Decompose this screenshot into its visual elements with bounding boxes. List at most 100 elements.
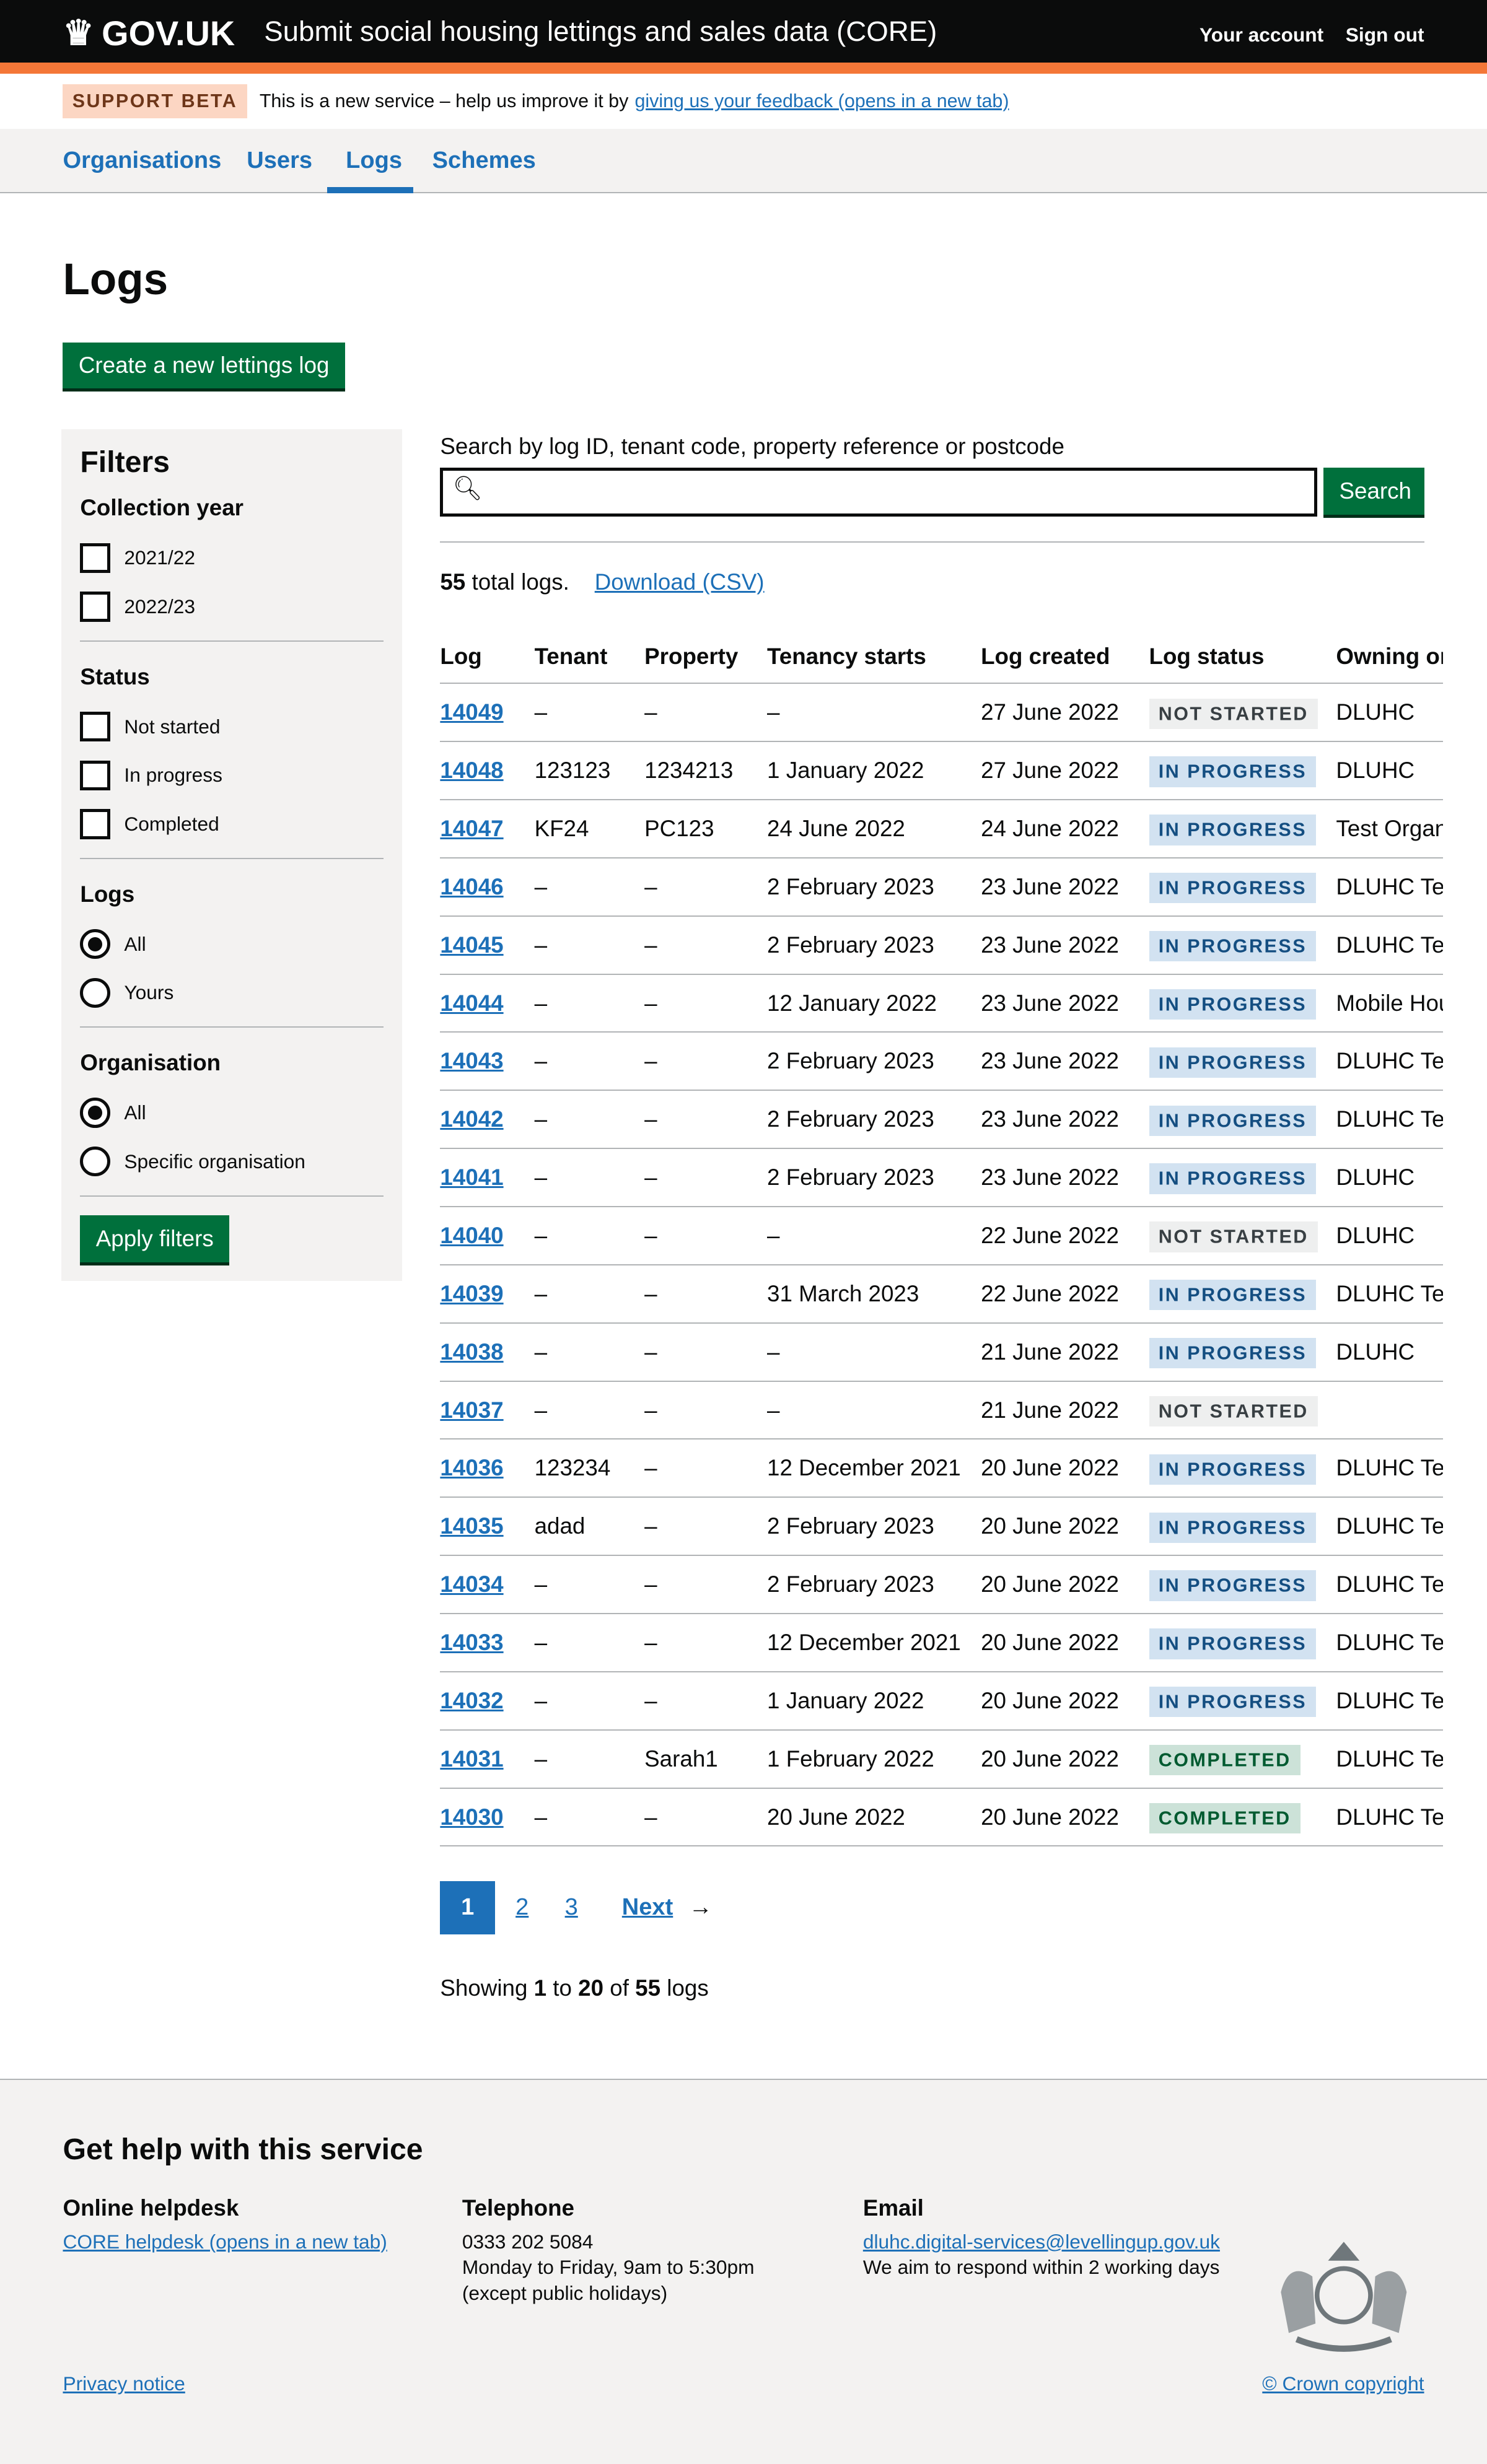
log-id-link[interactable]: 14035 [440,1513,504,1539]
table-cell: – [767,1207,981,1265]
radio[interactable] [80,1098,110,1128]
table-cell: 1234213 [644,741,768,800]
log-id-link[interactable]: 14032 [440,1687,504,1713]
nav-schemes[interactable]: Schemes [432,147,536,174]
log-id-link[interactable]: 14041 [440,1164,504,1190]
log-id-link[interactable]: 14043 [440,1048,504,1074]
table-cell: DLUHC Tes [1336,1032,1443,1091]
table-cell: 20 June 2022 [981,1729,1149,1789]
radio-org-specific[interactable]: Specific organisation [80,1137,384,1186]
phase-banner: SUPPORT BETA This is a new service – hel… [0,74,1487,129]
log-id-link[interactable]: 14038 [440,1339,504,1365]
column-header: Tenancy starts [767,630,981,684]
table-cell: 123234 [534,1439,645,1498]
royal-coat-of-arms-icon [1281,2242,1407,2353]
table-cell: 31 March 2023 [767,1264,981,1324]
privacy-notice-link[interactable]: Privacy notice [63,2372,185,2395]
radio[interactable] [80,1146,110,1177]
table-cell: DLUHC Tes [1336,1671,1443,1731]
nav-logs[interactable]: Logs [346,147,403,174]
table-cell: 2 February 2023 [767,1497,981,1557]
checkbox-2022-23[interactable]: 2022/23 [80,582,384,631]
search-button[interactable]: Search [1323,467,1424,515]
page-3[interactable]: 3 [564,1894,578,1921]
table-cell: 20 June 2022 [981,1555,1149,1615]
table-cell: DLUHC Tes [1336,1439,1443,1498]
table-row: 14031 – Sarah1 1 February 2022 20 June 2022 C… [440,1729,1443,1789]
results-summary: Showing 1 to 20 of 55 logs [440,1975,709,2001]
table-row: 14049– – –27 June 2022 NOT STARTED DLUHC [440,683,1443,743]
status-badge: COMPLETED [1149,1802,1301,1834]
table-row: 14034– –2 February 2023 20 June 2022 IN PRO… [440,1555,1443,1615]
next-page-link[interactable]: Next [621,1894,673,1921]
service-name[interactable]: Submit social housing lettings and sales… [264,15,937,48]
your-account-link[interactable]: Your account [1200,24,1324,46]
radio[interactable] [80,977,110,1008]
log-id-link[interactable]: 14031 [440,1745,504,1772]
table-cell: 27 June 2022 [981,741,1149,800]
checkbox[interactable] [80,592,110,622]
log-id-link[interactable]: 14030 [440,1804,504,1830]
log-id-link[interactable]: 14044 [440,990,504,1016]
table-cell: 1 January 2022 [767,741,981,800]
helpdesk-link[interactable]: CORE helpdesk (opens in a new tab) [63,2230,387,2253]
table-cell: – [534,1788,645,1847]
table-cell: – [534,1264,645,1324]
table-cell: DLUHC [1336,683,1443,743]
feedback-link[interactable]: giving us your feedback (opens in a new … [634,90,1009,112]
crown-copyright-link[interactable]: © Crown copyright [1262,2372,1424,2395]
radio-org-all[interactable]: All [80,1088,384,1137]
log-id-link[interactable]: 14039 [440,1280,504,1306]
nav-organisations[interactable]: Organisations [63,147,222,174]
search-icon: 🔍︎ [452,476,483,502]
log-id-link[interactable]: 14037 [440,1397,504,1423]
log-id-link[interactable]: 14042 [440,1106,504,1132]
radio-logs-yours[interactable]: Yours [80,968,384,1017]
apply-filters-button[interactable]: Apply filters [80,1215,230,1263]
create-lettings-log-button[interactable]: Create a new lettings log [63,343,345,388]
checkbox-in-progress[interactable]: In progress [80,751,384,800]
table-cell: Mobile Hou [1336,974,1443,1033]
status-badge: IN PROGRESS [1149,873,1317,904]
log-id-link[interactable]: 14046 [440,873,504,899]
table-cell: – [644,1439,768,1498]
table-cell: 21 June 2022 [981,1381,1149,1440]
checkbox[interactable] [80,809,110,839]
sign-out-link[interactable]: Sign out [1345,24,1424,46]
nav-users[interactable]: Users [247,147,313,174]
email-link[interactable]: dluhc.digital-services@levellingup.gov.u… [862,2230,1220,2253]
table-cell: DLUHC Tes [1336,915,1443,975]
table-cell: – [644,1614,768,1672]
log-id-link[interactable]: 14036 [440,1455,504,1481]
table-cell: Sarah1 [644,1729,768,1789]
checkbox[interactable] [80,543,110,573]
log-id-link[interactable]: 14033 [440,1629,504,1655]
table-cell: 1 January 2022 [767,1671,981,1731]
column-header: Log status [1149,630,1336,684]
search-input[interactable]: 🔍︎ [440,467,1317,517]
status-badge: IN PROGRESS [1149,1628,1317,1659]
status-badge: IN PROGRESS [1149,989,1317,1020]
log-id-link[interactable]: 14049 [440,699,504,725]
status-badge: IN PROGRESS [1149,756,1317,787]
log-id-link[interactable]: 14045 [440,932,504,958]
checkbox-not-started[interactable]: Not started [80,702,384,751]
status-badge: COMPLETED [1149,1745,1301,1776]
page-1[interactable]: 1 [440,1881,496,1935]
radio[interactable] [80,929,110,959]
table-cell: – [767,1381,981,1440]
log-id-link[interactable]: 14047 [440,815,504,841]
nav-active-indicator [327,186,414,193]
download-csv-link[interactable]: Download (CSV) [594,569,765,595]
checkbox-completed[interactable]: Completed [80,800,384,849]
log-id-link[interactable]: 14040 [440,1222,504,1248]
checkbox[interactable] [80,712,110,742]
checkbox[interactable] [80,760,110,790]
checkbox-2021-22[interactable]: 2021/22 [80,534,384,583]
page-2[interactable]: 2 [515,1894,529,1921]
table-cell: – [644,1148,768,1208]
govuk-logo[interactable]: ♛ GOV.UK [63,13,235,53]
log-id-link[interactable]: 14048 [440,758,504,784]
log-id-link[interactable]: 14034 [440,1571,504,1597]
radio-logs-all[interactable]: All [80,920,384,969]
